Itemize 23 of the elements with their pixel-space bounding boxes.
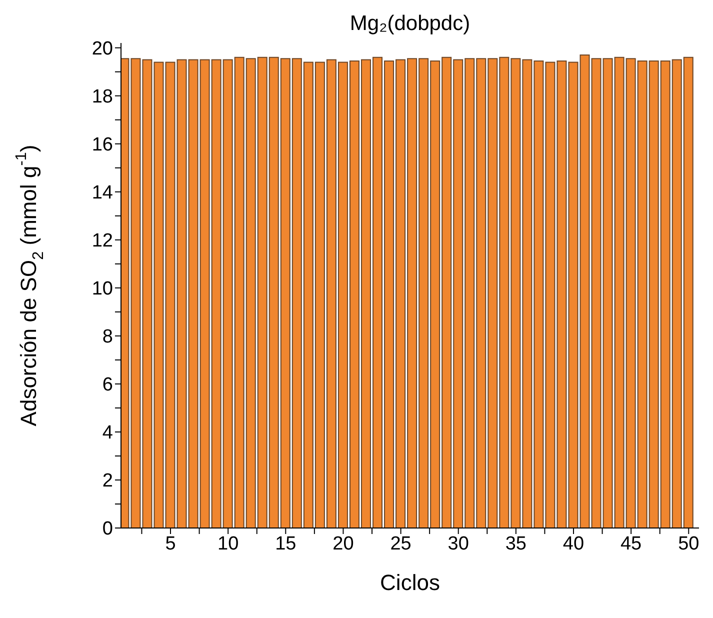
x-tick-label: 10 bbox=[218, 533, 239, 554]
x-tick-label: 20 bbox=[332, 533, 354, 554]
x-tick-label: 35 bbox=[505, 533, 526, 554]
y-tick-label: 10 bbox=[92, 278, 113, 300]
y-tick-label: 14 bbox=[92, 182, 114, 204]
x-tick-label: 30 bbox=[448, 533, 469, 554]
y-tick-label: 8 bbox=[102, 326, 113, 348]
y-tick-label: 12 bbox=[92, 230, 113, 252]
y-tick-label: 2 bbox=[102, 470, 113, 492]
x-axis-title: Ciclos bbox=[380, 570, 440, 595]
y-tick-label: 4 bbox=[102, 422, 114, 444]
x-tick-label: 45 bbox=[620, 533, 642, 554]
y-tick-label: 20 bbox=[92, 38, 113, 60]
y-tick-label: 6 bbox=[102, 374, 113, 396]
x-tick-label: 50 bbox=[678, 533, 700, 554]
y-tick-label: 0 bbox=[102, 518, 113, 540]
x-tick-label: 40 bbox=[562, 533, 584, 554]
chart-title: Mg₂(dobpdc) bbox=[348, 12, 472, 36]
x-tick-label: 25 bbox=[390, 533, 412, 554]
y-tick-label: 18 bbox=[92, 86, 113, 108]
x-tick-label: 15 bbox=[275, 533, 296, 554]
y-tick-label: 16 bbox=[92, 134, 113, 156]
x-tick-label: 5 bbox=[165, 533, 176, 554]
